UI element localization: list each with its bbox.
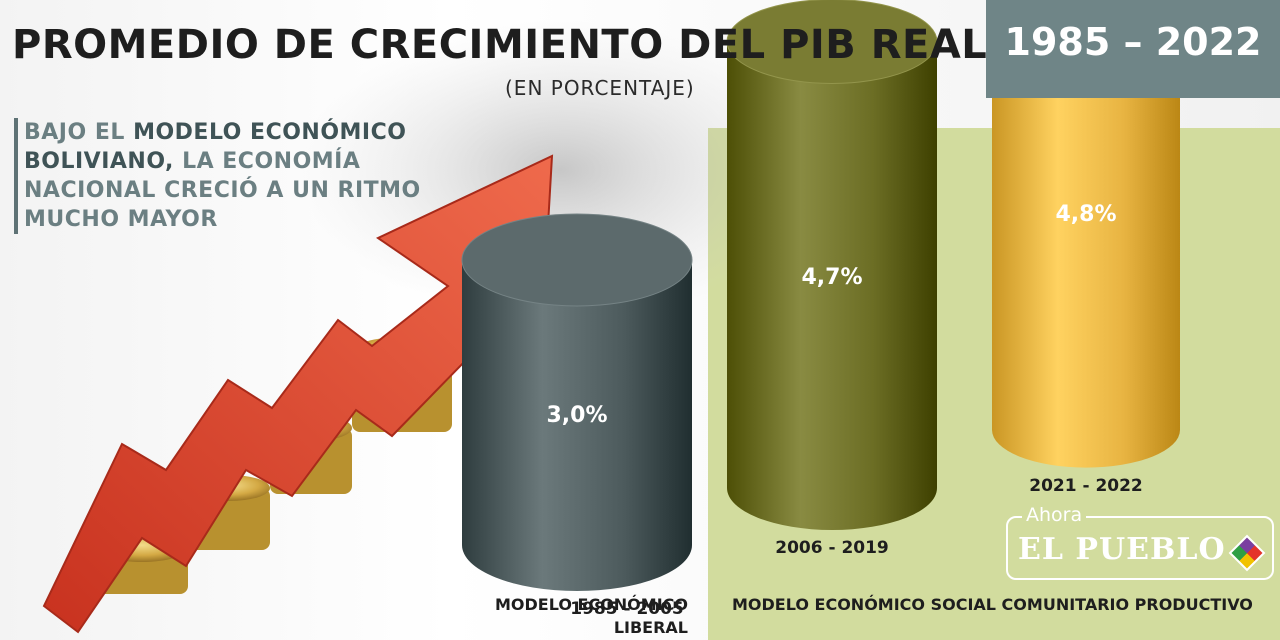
logo-diamond-icon <box>1228 534 1266 572</box>
logo-main-text: EL PUEBLO <box>1018 532 1226 567</box>
bar-top-cap <box>461 213 693 307</box>
model-social-label: MODELO ECONÓMICO SOCIAL COMUNITARIO PROD… <box>732 595 1253 614</box>
bar-value-label: 3,0% <box>546 402 608 428</box>
intro-prefix: BAJO EL <box>24 120 134 145</box>
intro-highlight: MODELO ECONÓMICO BOLIVIANO, <box>24 120 407 174</box>
year-range-box: 1985 – 2022 <box>986 0 1280 98</box>
bar-body <box>462 260 692 591</box>
bar-top-cap <box>726 0 938 84</box>
year-range: 1985 – 2022 <box>1004 20 1262 64</box>
publisher-logo: Ahora EL PUEBLO <box>1006 504 1274 580</box>
bar-body <box>992 0 1180 468</box>
header: PROMEDIO DE CRECIMIENTO DEL PIB REAL 198… <box>0 0 1280 100</box>
intro-text: BAJO EL MODELO ECONÓMICO BOLIVIANO, LA E… <box>14 118 444 234</box>
logo-top-text: Ahora <box>1022 504 1087 526</box>
bar-period-label: 2006 - 2019 <box>775 538 889 558</box>
bars-layer <box>461 0 1180 591</box>
chart-title: PROMEDIO DE CRECIMIENTO DEL PIB REAL <box>12 22 988 68</box>
bar-2006-2019 <box>726 0 938 530</box>
chart-subtitle: (EN PORCENTAJE) <box>505 76 695 100</box>
bar-period-label: 2021 - 2022 <box>1029 475 1143 496</box>
bar-1985-2005 <box>461 213 693 591</box>
bar-period-label: 1985 - 2005 <box>570 599 684 619</box>
bar-value-label: 4,7% <box>801 264 863 290</box>
intro-rest: LA ECONOMÍA NACIONAL CRECIÓ A UN RITMO M… <box>24 149 421 232</box>
bar-value-label: 4,8% <box>1055 202 1117 227</box>
bar-body <box>727 41 937 530</box>
model-liberal-label: MODELO ECONÓMICO LIBERAL <box>494 595 688 637</box>
